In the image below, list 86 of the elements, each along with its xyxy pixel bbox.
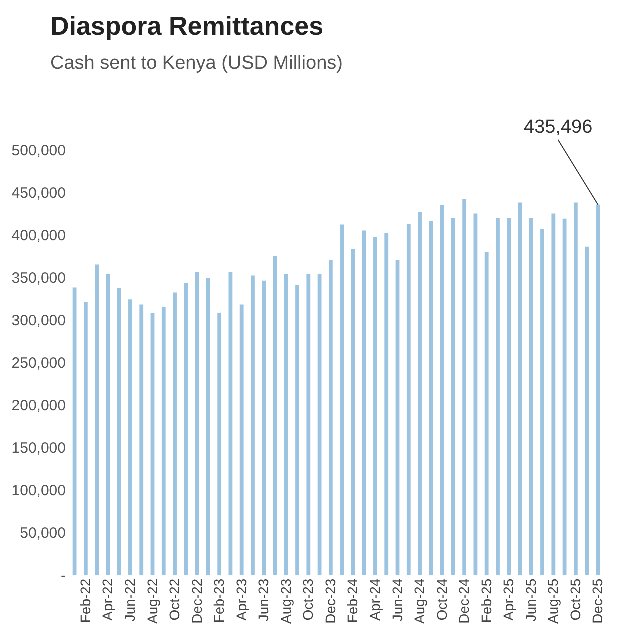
x-tick-label: Oct-25 [567,578,584,621]
x-tick-label: Dec-23 [322,578,338,624]
y-tick-label: 450,000 [12,184,66,202]
x-tick-label: Feb-22 [77,578,94,624]
bar [328,260,333,575]
y-tick-label: - [61,567,66,584]
y-tick-label: 150,000 [12,440,66,457]
x-tick-label: Jun-24 [389,578,406,622]
bar [562,218,567,575]
bar [284,274,288,575]
y-tick-label: 100,000 [12,482,66,500]
x-tick-label: Apr-23 [233,578,250,621]
y-tick-label: 50,000 [20,524,66,542]
bar [540,229,544,575]
bar [374,238,378,575]
bar [406,224,411,575]
bar [552,214,556,575]
x-tick-label: Oct-23 [300,578,316,621]
bar [396,260,400,575]
x-tick-label: Aug-23 [278,578,294,624]
bar [106,274,110,575]
bar [218,313,222,575]
bar [529,218,534,575]
x-tick-label: Feb-23 [211,578,228,624]
bar [162,307,166,575]
bar [440,205,444,575]
y-tick-label: 250,000 [12,354,66,372]
bar [306,274,311,575]
bar [184,283,188,575]
bar [362,230,366,575]
chart-title: Diaspora Remittances [50,10,324,41]
bar [273,256,278,575]
bar [418,212,422,575]
bar [496,218,500,575]
bar [195,272,200,575]
x-tick-label: Jun-25 [522,578,539,622]
bar [228,272,233,575]
bar [451,218,456,575]
bar [251,276,255,575]
x-tick-label: Oct-24 [434,578,450,621]
bar [240,304,244,575]
x-tick-label: Apr-25 [500,578,517,621]
bar [173,292,177,575]
bar [518,202,522,575]
bar [351,249,356,575]
bar [95,264,100,575]
bar [474,214,478,575]
x-tick-label: Dec-22 [188,578,205,624]
x-tick-label: Apr-22 [100,578,116,621]
bar [462,199,467,575]
x-tick-label: Oct-22 [166,578,183,621]
y-tick-label: 300,000 [12,312,66,330]
bar [72,288,77,575]
y-tick-label: 200,000 [12,397,66,414]
bar [318,274,322,575]
y-tick-label: 400,000 [12,227,66,244]
bar [117,288,122,575]
bar [340,224,344,575]
bar [296,285,300,575]
x-tick-label: Feb-25 [478,578,494,624]
y-tick-label: 500,000 [12,142,66,160]
bar [150,313,155,575]
bar [262,280,266,575]
annotation: 435,496 [524,117,593,138]
bar [206,278,210,575]
bar [429,221,434,575]
x-tick-label: Aug-22 [144,578,160,624]
bar [128,300,132,575]
x-tick-label: Apr-24 [367,578,384,621]
bar [384,233,389,575]
bar [484,252,489,575]
chart-subtitle: Cash sent to Kenya (USD Millions) [50,52,343,74]
y-tick-label: 350,000 [12,270,66,287]
bar [574,202,578,575]
x-tick-label: Jun-22 [122,578,138,622]
bar [596,204,600,575]
x-tick-label: Feb-24 [344,578,361,624]
bar [507,218,512,575]
x-tick-label: Aug-24 [412,578,428,624]
x-tick-label: Jun-23 [256,578,272,622]
x-tick-label: Dec-24 [456,578,472,624]
bar [140,304,144,575]
bar [84,302,88,575]
x-tick-label: Dec-25 [590,578,606,624]
x-tick-label: Aug-25 [545,578,562,624]
bar [585,246,590,575]
